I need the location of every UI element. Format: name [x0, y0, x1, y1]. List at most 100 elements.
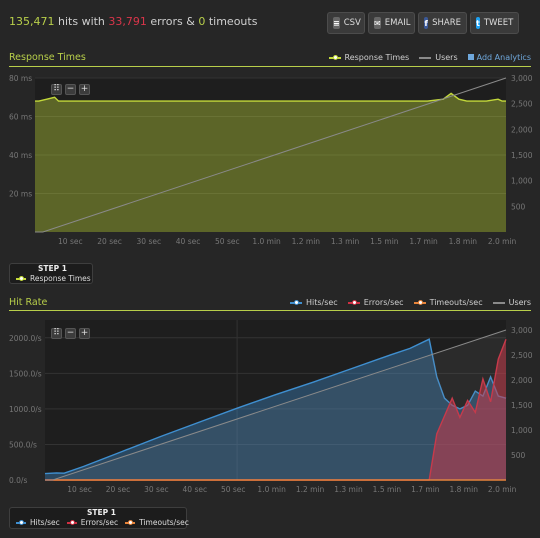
add-analytics-link[interactable]: Add Analytics	[467, 53, 531, 62]
rt-x-tick-label: 1.5 min	[370, 237, 399, 246]
rt-y-tick-label: 60 ms	[9, 113, 32, 122]
csv-button-label: CSV	[343, 18, 361, 28]
rt-x-tick-label: 1.2 min	[292, 237, 321, 246]
hits-label: hits with	[58, 15, 105, 28]
hr-x-tick-label: 1.0 min	[257, 485, 286, 494]
timeouts-label: timeouts	[208, 15, 258, 28]
hr-x-tick-label: 30 sec	[144, 485, 169, 494]
rt-area-0	[35, 93, 506, 233]
rt-step-legend	[9, 263, 93, 284]
rt-x-tick-label: 1.3 min	[331, 237, 360, 246]
rt-y2-tick-label: 1,000	[511, 177, 533, 186]
facebook-share-button[interactable]: f SHARE	[418, 12, 467, 34]
errors-label: errors &	[150, 15, 195, 28]
hr-zoom-in-icon[interactable]: +	[79, 328, 90, 339]
rt-y2-tick-label: 3,000	[511, 74, 533, 83]
facebook-icon: f	[424, 17, 429, 29]
hr-step-errors[interactable]: Errors/sec	[66, 518, 119, 527]
rt-select-tool-icon[interactable]: ⠿	[51, 84, 62, 95]
hr-x-tick-label: 10 sec	[67, 485, 92, 494]
hr-step-legend	[9, 507, 187, 529]
hr-y2-tick-label: 3,000	[511, 326, 533, 335]
hr-x-tick-label: 50 sec	[221, 485, 246, 494]
response-times-title: Response Times	[9, 52, 86, 63]
hr-x-tick-label: 2.0 min	[488, 485, 517, 494]
hr-step-hits[interactable]: Hits/sec	[16, 518, 60, 527]
legend-hr-users[interactable]: Users	[492, 298, 531, 307]
rt-step-title: STEP 1	[38, 264, 67, 273]
hr-x-tick-label: 40 sec	[183, 485, 208, 494]
hr-step-legend-items: Hits/sec Errors/sec Timeouts/sec	[16, 518, 189, 527]
add-analytics-label: Add Analytics	[476, 53, 531, 62]
rt-y2-tick-label: 1,500	[511, 151, 533, 160]
results-summary: 135,471 hits with 33,791 errors & 0 time…	[9, 15, 257, 28]
errors-count: 33,791	[108, 15, 147, 28]
envelope-icon: ✉	[374, 17, 381, 29]
hr-step-errors-label: Errors/sec	[80, 518, 119, 527]
hr-step-timeouts[interactable]: Timeouts/sec	[125, 518, 189, 527]
csv-button[interactable]: ≡ CSV	[327, 12, 365, 34]
rt-series-line-0	[35, 92, 506, 102]
hr-zoom-out-icon[interactable]: −	[65, 328, 76, 339]
rt-y2-tick-label: 2,000	[511, 125, 533, 134]
rt-zoom-out-icon[interactable]: −	[65, 84, 76, 95]
hr-y2-tick-label: 500	[511, 451, 526, 460]
rt-step-legend-label: Response Times	[30, 274, 91, 283]
response-times-divider	[9, 66, 531, 67]
legend-timeouts-sec[interactable]: Timeouts/sec	[413, 298, 483, 307]
hit-rate-chart: 2000.0/s 1500.0/s 1000.0/s 500.0/s 0.0/s 3,00…	[9, 320, 533, 494]
response-times-legend: Response Times Users Add Analytics	[319, 53, 531, 62]
rt-y-tick-label: 40 ms	[9, 151, 32, 160]
rt-x-tick-label: 2.0 min	[488, 237, 517, 246]
hr-y-tick-label: 0.0/s	[9, 476, 27, 485]
rt-zoom-in-icon[interactable]: +	[79, 84, 90, 95]
response-times-chart: 80 ms 60 ms 40 ms 20 ms 3,000 2,500 2,000 1,500…	[9, 74, 533, 246]
legend-hits-sec[interactable]: Hits/sec	[289, 298, 338, 307]
hr-y2-tick-label: 2,500	[511, 351, 533, 360]
hr-y-tick-label: 2000.0/s	[9, 334, 42, 343]
legend-users-label: Users	[435, 53, 458, 62]
hr-select-tool-icon[interactable]: ⠿	[51, 328, 62, 339]
legend-users[interactable]: Users	[419, 53, 458, 62]
hit-rate-divider	[9, 310, 531, 311]
email-button-label: EMAIL	[384, 18, 411, 28]
hr-step-timeouts-label: Timeouts/sec	[139, 518, 189, 527]
hr-series-line-0	[44, 338, 507, 475]
hr-x-tick-label: 20 sec	[106, 485, 131, 494]
hr-y2-tick-label: 1,500	[511, 401, 533, 410]
rt-step-legend-item[interactable]: Response Times	[16, 274, 91, 283]
rt-x-tick-label: 10 sec	[58, 237, 83, 246]
legend-hr-users-label: Users	[508, 298, 531, 307]
hr-step-hits-label: Hits/sec	[30, 518, 60, 527]
hr-y2-tick-label: 2,000	[511, 376, 533, 385]
rt-x-tick-label: 40 sec	[176, 237, 201, 246]
document-icon: ≡	[333, 17, 340, 29]
rt-x-tick-label: 30 sec	[137, 237, 162, 246]
rt-x-tick-label: 1.8 min	[449, 237, 478, 246]
rt-x-tick-label: 50 sec	[215, 237, 240, 246]
legend-timeouts-sec-label: Timeouts/sec	[429, 298, 483, 307]
hit-rate-title: Hit Rate	[9, 297, 48, 308]
hr-y-tick-label: 500.0/s	[9, 440, 37, 449]
twitter-icon: t	[476, 17, 480, 29]
rt-x-tick-label: 1.7 min	[409, 237, 438, 246]
rt-y-tick-label: 20 ms	[9, 190, 32, 199]
hr-y-tick-label: 1500.0/s	[9, 369, 42, 378]
hr-area-1	[45, 339, 506, 480]
hr-y2-tick-label: 1,000	[511, 426, 533, 435]
legend-errors-sec[interactable]: Errors/sec	[347, 298, 404, 307]
hr-x-tick-label: 1.8 min	[450, 485, 479, 494]
tweet-button-label: TWEET	[483, 18, 514, 28]
legend-hits-sec-label: Hits/sec	[305, 298, 338, 307]
hr-step-title: STEP 1	[87, 508, 116, 517]
hr-x-tick-label: 1.5 min	[373, 485, 402, 494]
email-button[interactable]: ✉ EMAIL	[368, 12, 415, 34]
legend-response-times-label: Response Times	[344, 53, 410, 62]
legend-response-times[interactable]: Response Times	[328, 53, 410, 62]
hits-count: 135,471	[9, 15, 55, 28]
rt-series-line-1	[35, 77, 507, 233]
hit-rate-plot-area	[45, 320, 506, 480]
share-button-label: SHARE	[432, 18, 461, 28]
add-analytics-icon	[467, 54, 474, 60]
tweet-button[interactable]: t TWEET	[470, 12, 519, 34]
